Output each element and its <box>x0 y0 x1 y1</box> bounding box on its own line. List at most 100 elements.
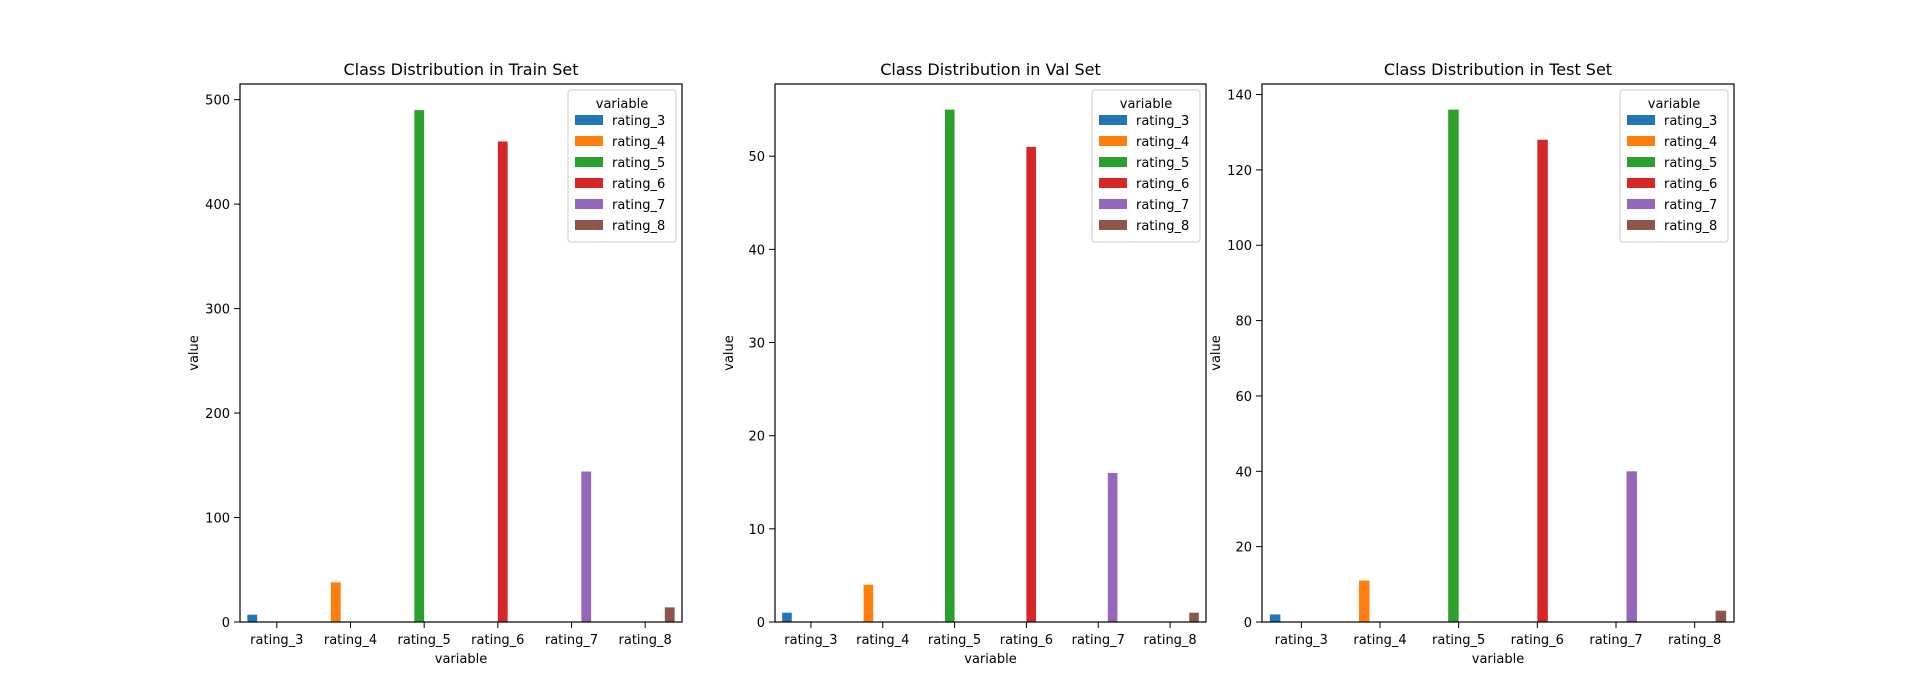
y-tick-label: 40 <box>748 243 765 258</box>
y-tick-label: 80 <box>1235 315 1252 330</box>
bar-rating_3 <box>1269 614 1281 622</box>
legend-label: rating_5 <box>1136 156 1189 171</box>
x-axis-label: variable <box>1472 652 1524 667</box>
legend-swatch-rating_6 <box>1099 178 1127 188</box>
legend-swatch-rating_3 <box>1627 115 1655 125</box>
x-tick-label: rating_5 <box>928 633 981 648</box>
bar-rating_3 <box>247 614 258 622</box>
y-tick-label: 10 <box>748 523 765 538</box>
legend-label: rating_5 <box>1664 156 1717 171</box>
x-tick-label: rating_6 <box>471 633 524 648</box>
legend: variable rating_3 rating_4 rating_5 rating_6… <box>1619 89 1729 243</box>
legend-swatch-rating_7 <box>1627 199 1655 209</box>
legend-label: rating_8 <box>612 219 665 234</box>
legend-label: rating_7 <box>1664 198 1717 213</box>
chart-title: Class Distribution in Test Set <box>1384 60 1612 79</box>
bar-rating_4 <box>863 584 874 622</box>
x-tick-label: rating_8 <box>1143 633 1196 648</box>
legend-label: rating_6 <box>612 177 665 192</box>
y-tick-label: 0 <box>222 616 230 631</box>
legend: variable rating_3 rating_4 rating_5 rating_6… <box>1091 89 1201 243</box>
x-tick-label: rating_3 <box>250 633 303 648</box>
y-tick-label: 20 <box>1235 541 1252 556</box>
legend-swatch-rating_6 <box>575 178 603 188</box>
legend-swatch-rating_7 <box>1099 199 1127 209</box>
x-tick-label: rating_4 <box>856 633 909 648</box>
x-tick-label: rating_5 <box>1432 633 1485 648</box>
legend-label: rating_3 <box>1664 114 1717 129</box>
bar-rating_4 <box>1359 580 1370 622</box>
legend-label: rating_4 <box>1136 135 1189 150</box>
legend-swatch-rating_4 <box>1627 136 1655 146</box>
bar-rating_7 <box>1107 472 1118 622</box>
axes-frame <box>1261 83 1735 623</box>
legend-label: rating_4 <box>612 135 665 150</box>
legend-label: rating_3 <box>612 114 665 129</box>
legend-swatch-rating_5 <box>575 157 603 167</box>
y-tick-label: 140 <box>1227 89 1252 104</box>
chart-panel-0: Class Distribution in Train Set 0 100 200 30… <box>187 60 683 667</box>
chart-panel-1: Class Distribution in Val Set 0 10 20 30 40 50… <box>722 60 1207 667</box>
bar-rating_7 <box>1626 471 1637 622</box>
legend: variable rating_3 rating_4 rating_5 rating_6… <box>567 89 677 243</box>
y-tick-label: 100 <box>205 512 230 527</box>
axes-frame <box>774 83 1207 623</box>
y-tick-label: 500 <box>205 94 230 109</box>
legend-label: rating_8 <box>1664 219 1717 234</box>
chart-title: Class Distribution in Train Set <box>343 60 578 79</box>
x-tick-label: rating_8 <box>619 633 672 648</box>
bar-rating_7 <box>581 471 592 622</box>
y-tick-label: 40 <box>1235 465 1252 480</box>
legend-swatch-rating_7 <box>575 199 603 209</box>
legend-swatch-rating_5 <box>1099 157 1127 167</box>
bar-rating_5 <box>945 109 955 623</box>
legend-swatch-rating_8 <box>1099 220 1127 230</box>
y-tick-label: 100 <box>1227 239 1252 254</box>
legend-swatch-rating_8 <box>1627 220 1655 230</box>
x-axis-label: variable <box>435 652 487 667</box>
x-tick-label: rating_6 <box>1511 633 1564 648</box>
y-axis-label: value <box>1209 335 1224 371</box>
x-axis-label: variable <box>964 652 1016 667</box>
x-tick-label: rating_4 <box>324 633 377 648</box>
legend-swatch-rating_5 <box>1627 157 1655 167</box>
x-tick-label: rating_3 <box>1275 633 1328 648</box>
axes-frame <box>239 83 683 623</box>
legend-label: rating_6 <box>1136 177 1189 192</box>
y-tick-label: 0 <box>757 616 765 631</box>
x-tick-label: rating_3 <box>784 633 837 648</box>
legend-swatch-rating_8 <box>575 220 603 230</box>
y-axis-label: value <box>722 335 737 371</box>
x-tick-label: rating_7 <box>1072 633 1125 648</box>
bar-rating_4 <box>330 582 341 622</box>
bar-rating_8 <box>1189 612 1199 622</box>
x-tick-label: rating_6 <box>1000 633 1053 648</box>
legend-title: variable <box>1648 97 1700 112</box>
x-tick-label: rating_4 <box>1353 633 1406 648</box>
y-tick-label: 50 <box>748 150 765 165</box>
legend-title: variable <box>1120 97 1172 112</box>
bar-rating_8 <box>664 607 675 622</box>
y-tick-label: 20 <box>748 430 765 445</box>
legend-label: rating_5 <box>612 156 665 171</box>
legend-label: rating_7 <box>1136 198 1189 213</box>
x-tick-label: rating_7 <box>1589 633 1642 648</box>
chart-title: Class Distribution in Val Set <box>880 60 1101 79</box>
legend-swatch-rating_4 <box>575 136 603 146</box>
x-tick-label: rating_7 <box>545 633 598 648</box>
x-tick-label: rating_8 <box>1668 633 1721 648</box>
legend-label: rating_3 <box>1136 114 1189 129</box>
y-tick-label: 400 <box>205 198 230 213</box>
legend-label: rating_8 <box>1136 219 1189 234</box>
y-tick-label: 0 <box>1244 616 1252 631</box>
legend-label: rating_7 <box>612 198 665 213</box>
legend-swatch-rating_6 <box>1627 178 1655 188</box>
legend-title: variable <box>596 97 648 112</box>
bar-rating_8 <box>1715 610 1727 622</box>
bar-rating_6 <box>1026 146 1036 622</box>
y-axis-label: value <box>187 335 202 371</box>
x-tick-label: rating_5 <box>398 633 451 648</box>
legend-label: rating_4 <box>1664 135 1717 150</box>
legend-label: rating_6 <box>1664 177 1717 192</box>
